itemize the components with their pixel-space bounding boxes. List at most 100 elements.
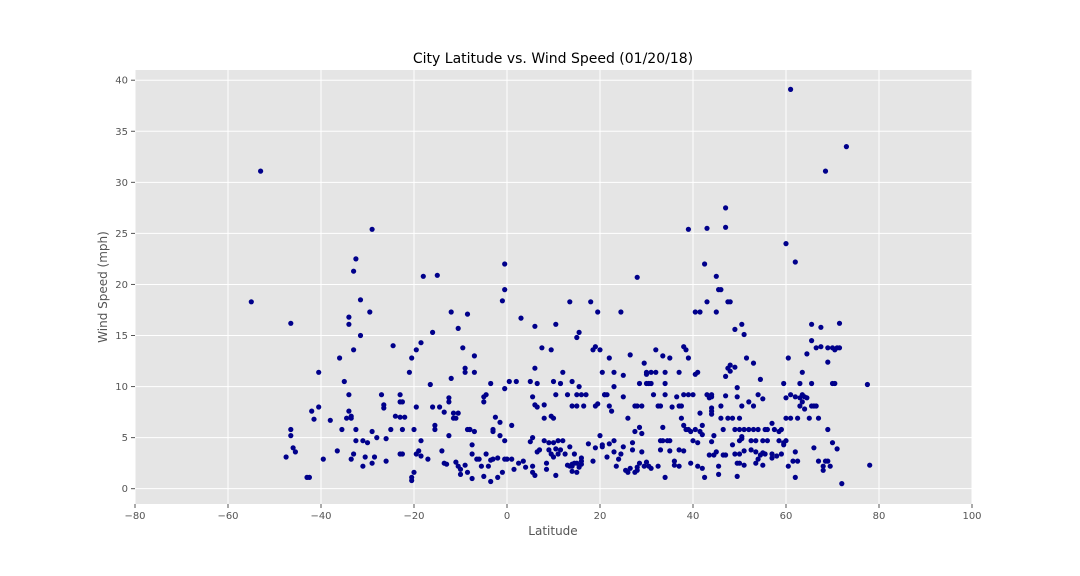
data-point <box>520 458 526 464</box>
data-point <box>574 392 580 398</box>
y-tick-label: 20 <box>115 280 128 291</box>
data-point <box>818 344 824 350</box>
data-point <box>369 226 375 232</box>
x-tick-label: 80 <box>873 511 886 522</box>
data-point <box>648 369 654 375</box>
data-point <box>746 399 752 405</box>
data-point <box>669 404 675 410</box>
data-point <box>290 445 296 451</box>
data-point <box>571 451 578 457</box>
data-point <box>534 380 540 387</box>
data-points <box>248 86 873 487</box>
data-point <box>825 359 831 365</box>
data-point <box>750 360 757 366</box>
data-point <box>448 309 454 315</box>
data-point <box>815 415 822 421</box>
data-point <box>746 426 752 433</box>
data-point <box>578 458 585 464</box>
data-point <box>690 438 696 444</box>
data-point <box>397 414 403 420</box>
data-point <box>288 426 294 433</box>
data-point <box>316 404 322 410</box>
data-point <box>360 438 366 444</box>
x-tick-label: −20 <box>403 511 424 522</box>
data-point <box>825 345 831 351</box>
data-point <box>662 369 668 375</box>
data-point <box>660 353 666 359</box>
data-point <box>795 458 801 464</box>
data-point <box>378 392 385 398</box>
data-point <box>785 355 791 361</box>
data-point <box>411 469 417 475</box>
data-point <box>348 413 354 419</box>
data-point <box>467 426 473 433</box>
data-point <box>425 456 431 462</box>
data-point <box>799 369 805 375</box>
data-point <box>636 424 643 430</box>
data-point <box>736 415 743 421</box>
x-tick-label: −60 <box>217 511 238 522</box>
data-point <box>462 365 468 371</box>
data-point <box>748 438 754 444</box>
plot-background <box>135 70 972 504</box>
data-point <box>595 309 601 315</box>
data-point <box>367 309 373 315</box>
data-point <box>541 438 547 444</box>
data-point <box>464 469 471 475</box>
y-tick-label: 30 <box>115 178 128 189</box>
data-point <box>713 449 719 455</box>
data-point <box>713 309 719 315</box>
data-point <box>534 404 540 410</box>
data-point <box>864 381 871 388</box>
data-point <box>653 369 659 375</box>
data-point <box>413 347 419 353</box>
data-point <box>778 426 785 433</box>
data-point <box>539 345 545 351</box>
data-point <box>778 451 785 457</box>
data-point <box>346 314 352 320</box>
data-point <box>718 287 724 293</box>
data-point <box>560 369 566 375</box>
x-tick-label: 60 <box>780 511 793 522</box>
data-point <box>462 462 468 468</box>
data-point <box>709 439 715 445</box>
data-point <box>585 441 592 447</box>
data-point <box>509 456 515 462</box>
data-point <box>557 380 564 387</box>
data-point <box>469 442 475 448</box>
data-point <box>718 415 724 421</box>
data-point <box>390 343 396 349</box>
data-point <box>695 463 701 469</box>
data-point <box>741 426 747 433</box>
data-point <box>339 426 345 433</box>
data-point <box>760 438 766 444</box>
data-point <box>676 463 682 469</box>
data-point <box>348 456 354 462</box>
data-point <box>760 462 766 468</box>
data-point <box>678 415 685 421</box>
data-point <box>258 168 264 174</box>
data-point <box>822 168 829 174</box>
data-point <box>597 433 603 439</box>
data-point <box>739 321 745 327</box>
data-point <box>629 440 636 446</box>
data-point <box>357 332 364 339</box>
data-point <box>599 369 605 375</box>
data-point <box>557 447 564 453</box>
data-point <box>595 401 601 407</box>
data-point <box>634 467 640 473</box>
data-point <box>364 440 371 446</box>
chart-title: City Latitude vs. Wind Speed (01/20/18) <box>413 51 693 67</box>
data-point <box>699 422 705 428</box>
data-point <box>530 435 536 441</box>
data-point <box>536 447 543 453</box>
data-point <box>481 473 487 479</box>
x-tick-label: −80 <box>124 511 145 522</box>
data-point <box>495 474 501 480</box>
data-point <box>741 331 747 338</box>
data-point <box>546 440 552 446</box>
data-point <box>739 403 745 409</box>
data-point <box>502 287 508 293</box>
data-point <box>399 426 405 433</box>
data-point <box>776 438 782 444</box>
